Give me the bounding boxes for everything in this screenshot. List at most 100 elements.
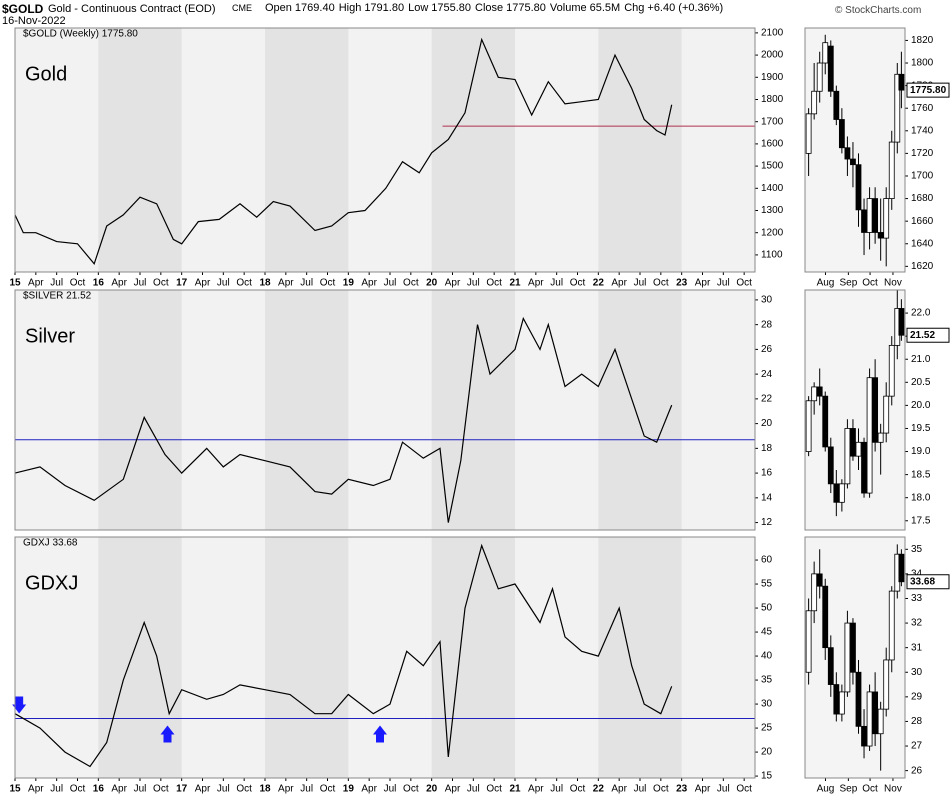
last-price-label: 33.68 xyxy=(910,576,935,587)
y-tick-label: 2100 xyxy=(761,28,784,39)
y-tick-label: 31 xyxy=(911,642,923,653)
last-price-box xyxy=(906,327,950,343)
y-tick-label: 28 xyxy=(911,716,923,727)
y-tick-label: 1700 xyxy=(761,116,784,127)
stat-value: 1769.40 xyxy=(294,2,335,14)
x-tick-label: Jul xyxy=(717,278,730,289)
x-tick-label: Jul xyxy=(217,278,230,289)
y-tick-label: 1500 xyxy=(761,161,784,172)
year-band xyxy=(265,290,349,530)
x-tick-label: Apr xyxy=(361,784,377,795)
x-tick-label: Apr xyxy=(611,784,627,795)
x-tick-label: Apr xyxy=(195,278,211,289)
x-tick-label: Apr xyxy=(195,784,211,795)
plot-border xyxy=(804,289,906,531)
y-tick-label: 20.5 xyxy=(911,377,931,388)
y-tick-label: 1900 xyxy=(761,72,784,83)
x-tick-label: Oct xyxy=(570,278,586,289)
candle-body xyxy=(822,395,829,448)
arrow xyxy=(12,696,27,714)
stat-label: Open xyxy=(265,2,292,14)
candle-body xyxy=(866,198,873,233)
x-tick-label: Jul xyxy=(134,278,147,289)
x-tick-label: Jul xyxy=(300,784,313,795)
panel-label: Gold xyxy=(25,63,67,85)
x-tick-label: Sep xyxy=(839,784,857,795)
y-tick-label: 1800 xyxy=(911,58,934,69)
x-tick-label: Apr xyxy=(528,278,544,289)
candle-body xyxy=(805,400,812,452)
candle-body xyxy=(855,441,862,457)
stat-label: Chg xyxy=(624,2,645,14)
y-tick-label: 22.0 xyxy=(911,308,931,319)
candle-body xyxy=(877,232,884,239)
x-tick-label: Apr xyxy=(278,784,294,795)
price-line xyxy=(14,37,673,266)
plot-border xyxy=(14,289,756,531)
stat-label: High xyxy=(338,2,362,14)
y-tick-label: 1620 xyxy=(911,261,934,272)
y-tick-label: 1820 xyxy=(911,35,934,46)
x-tick-label: Oct xyxy=(862,784,878,795)
arrow xyxy=(160,725,175,743)
y-tick-label: 21.0 xyxy=(911,354,931,365)
candle-body xyxy=(833,684,840,715)
x-tick-label: 17 xyxy=(176,784,188,795)
x-tick-label: Apr xyxy=(695,784,711,795)
y-tick-label: 19.0 xyxy=(911,446,931,457)
candle-body xyxy=(811,386,818,402)
candle-body xyxy=(850,622,856,673)
exchange: CME xyxy=(232,3,252,13)
last-price-label: 1775.80 xyxy=(910,85,947,96)
x-tick-label: Aug xyxy=(817,278,835,289)
x-tick-label: Sep xyxy=(839,278,857,289)
x-tick-label: 15 xyxy=(9,784,21,795)
x-tick-label: Jul xyxy=(634,784,647,795)
x-tick-label: Jul xyxy=(634,278,647,289)
x-tick-label: Jul xyxy=(50,784,63,795)
y-tick-label: 30 xyxy=(761,699,773,710)
x-tick-label: 21 xyxy=(509,278,521,289)
y-tick-label: 1800 xyxy=(761,94,784,105)
y-tick-label: 35 xyxy=(911,544,923,555)
year-band xyxy=(98,28,182,272)
year-band xyxy=(598,290,682,530)
candle-body xyxy=(850,158,856,166)
candle-body xyxy=(811,90,818,115)
x-tick-label: Oct xyxy=(320,278,336,289)
candle-body xyxy=(888,141,895,199)
panel-label: Silver xyxy=(25,325,75,347)
candle-body xyxy=(827,45,834,92)
x-tick-label: Aug xyxy=(817,784,835,795)
plot-border xyxy=(804,536,906,779)
y-tick-label: 22 xyxy=(761,394,773,405)
stat-label: Close xyxy=(475,2,504,14)
y-tick-label: 1760 xyxy=(911,103,934,114)
x-tick-label: Apr xyxy=(445,278,461,289)
y-tick-label: 1680 xyxy=(911,193,934,204)
stat-label: Volume xyxy=(549,2,587,14)
candle-body xyxy=(872,691,879,735)
stat: Low 1755.80 xyxy=(408,2,471,14)
x-tick-label: 23 xyxy=(676,278,688,289)
x-tick-label: Apr xyxy=(528,784,544,795)
stat: Volume 65.5M xyxy=(550,2,620,14)
y-tick-label: 12 xyxy=(761,517,773,528)
x-tick-label: Jul xyxy=(384,278,397,289)
x-tick-label: Jul xyxy=(467,784,480,795)
year-band xyxy=(431,537,515,778)
y-tick-label: 1100 xyxy=(761,250,783,261)
y-tick-label: 26 xyxy=(761,344,773,355)
candle-body xyxy=(855,164,862,211)
x-tick-label: Jul xyxy=(300,278,313,289)
candle-body xyxy=(866,377,873,494)
arrow xyxy=(373,725,387,743)
candle-body xyxy=(833,483,840,503)
x-tick-label: 23 xyxy=(676,784,688,795)
x-tick-label: Oct xyxy=(570,784,586,795)
x-tick-label: Jul xyxy=(717,784,730,795)
candle-body xyxy=(861,441,867,494)
y-tick-label: 30 xyxy=(911,667,923,678)
x-tick-label: 17 xyxy=(176,278,188,289)
candle-body xyxy=(861,209,867,233)
